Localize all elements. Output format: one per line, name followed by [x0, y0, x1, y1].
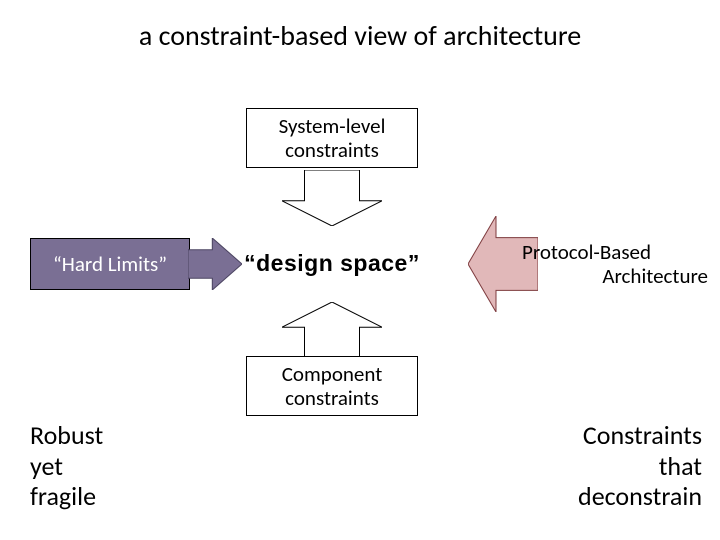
deconstrain-line2: that: [522, 451, 702, 482]
robust-line1: Robust: [30, 420, 103, 451]
deconstrain-line3: deconstrain: [522, 481, 702, 512]
robust-line3: fragile: [30, 481, 103, 512]
system-level-line1: System-level: [279, 114, 386, 138]
component-box: Component constraints: [246, 356, 418, 416]
robust-text: Robust yet fragile: [30, 420, 103, 512]
page-title: a constraint-based view of architecture: [0, 18, 720, 53]
deconstrain-line1: Constraints: [522, 420, 702, 451]
system-level-box: System-level constraints: [246, 108, 418, 168]
hard-limits-box: “Hard Limits”: [30, 238, 190, 290]
robust-line2: yet: [30, 451, 103, 482]
arrow-down-icon: [282, 170, 382, 226]
protocol-box: Protocol-Based Architecture: [520, 234, 710, 294]
component-line1: Component: [282, 362, 383, 386]
system-level-line2: constraints: [285, 138, 379, 162]
design-space-label: “design space”: [207, 250, 457, 277]
protocol-line2: Architecture: [520, 264, 710, 288]
component-line2: constraints: [285, 386, 379, 410]
deconstrain-text: Constraints that deconstrain: [522, 420, 702, 512]
protocol-line1: Protocol-Based: [520, 240, 710, 264]
arrow-up-icon: [282, 302, 382, 358]
hard-limits-label: “Hard Limits”: [53, 251, 167, 277]
